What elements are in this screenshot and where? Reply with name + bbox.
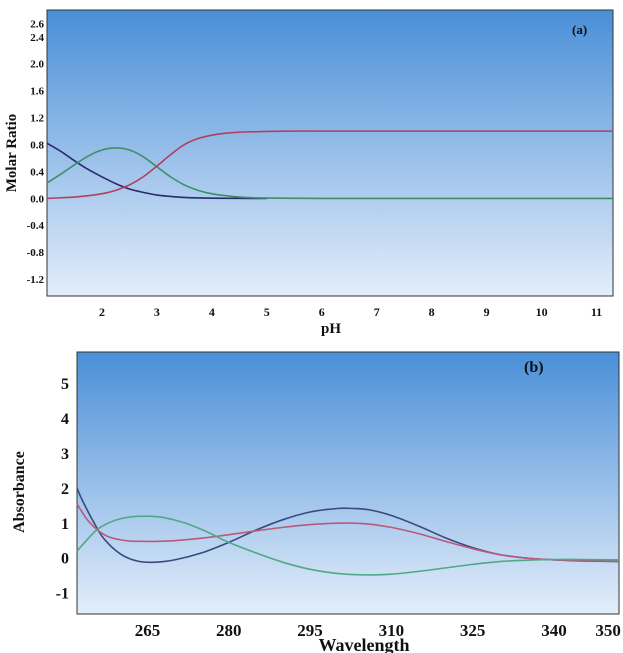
x-tick-label: 340	[541, 621, 567, 640]
series-line-b-3	[76, 515, 620, 576]
y-tick-label: 5	[61, 376, 69, 393]
x-tick-label: 9	[484, 305, 490, 319]
series-group-b	[76, 487, 620, 576]
y-tick-label: -0.8	[27, 247, 45, 259]
x-tick-label: 325	[460, 621, 486, 640]
y-tick-label: -1.2	[27, 274, 45, 286]
y-tick-label: 2.0	[30, 59, 44, 71]
panel-label-a: (a)	[572, 22, 587, 37]
y-tick-label: 0.4	[30, 166, 44, 178]
x-axis-ticks-b: 265 280 295 310 325 340 350	[135, 621, 621, 640]
series-line-a-2	[46, 147, 613, 200]
chart-panel-b: 5 4 3 2 1 0 -1 265 280 295 310 325 340 350 (b) Wavel…	[11, 351, 621, 653]
series-line-a-1	[46, 142, 267, 200]
y-tick-label: -1	[56, 586, 69, 603]
x-tick-label: 5	[264, 305, 270, 319]
x-tick-label: 7	[374, 305, 380, 319]
y-tick-label: 1	[61, 516, 69, 533]
x-tick-label: 4	[209, 305, 215, 319]
y-tick-label: -0.4	[27, 220, 45, 232]
y-tick-label: 0.8	[30, 139, 44, 151]
x-tick-label: 10	[536, 305, 548, 319]
y-tick-label: 2.4	[30, 32, 44, 44]
x-tick-label: 265	[135, 621, 161, 640]
y-tick-label: 0	[61, 551, 69, 568]
series-line-b-2	[76, 503, 620, 563]
y-tick-label: 2.6	[30, 18, 44, 30]
panel-label-b: (b)	[524, 359, 544, 376]
x-axis-ticks-a: 2 3 4 5 6 7 8 9 10 11	[99, 305, 602, 319]
y-tick-label: 4	[61, 411, 69, 428]
x-tick-label: 295	[297, 621, 323, 640]
y-axis-title-b: Absorbance	[11, 451, 28, 533]
x-tick-label: 3	[154, 305, 160, 319]
x-tick-label: 350	[595, 621, 621, 640]
x-axis-title-a: pH	[321, 321, 341, 337]
y-axis-title-a: Molar Ratio	[4, 114, 20, 192]
x-tick-label: 6	[319, 305, 325, 319]
plot-area-a	[46, 9, 614, 297]
chart-panel-a: 2.6 2.4 2.0 1.6 1.2 0.8 0.4 0.0 -0.4 -0.8 -1.2 2 3 4…	[4, 9, 614, 337]
y-tick-label: 0.0	[30, 193, 44, 205]
y-tick-label: 1.2	[30, 113, 44, 125]
x-tick-label: 11	[591, 305, 602, 319]
y-tick-label: 2	[61, 481, 69, 498]
x-tick-label: 310	[379, 621, 405, 640]
y-tick-label: 3	[61, 446, 69, 463]
x-tick-label: 280	[216, 621, 242, 640]
x-axis-title-b: Wavelength	[318, 635, 409, 653]
x-tick-label: 8	[429, 305, 435, 319]
x-tick-label: 2	[99, 305, 105, 319]
y-axis-ticks-b: 5 4 3 2 1 0 -1	[56, 376, 69, 603]
series-group-a	[46, 130, 613, 200]
y-axis-ticks-a: 2.6 2.4 2.0 1.6 1.2 0.8 0.4 0.0 -0.4 -0.8 -1.2	[27, 18, 45, 286]
plot-area-b	[76, 351, 620, 615]
y-tick-label: 1.6	[30, 86, 44, 98]
series-line-a-3	[46, 130, 613, 200]
